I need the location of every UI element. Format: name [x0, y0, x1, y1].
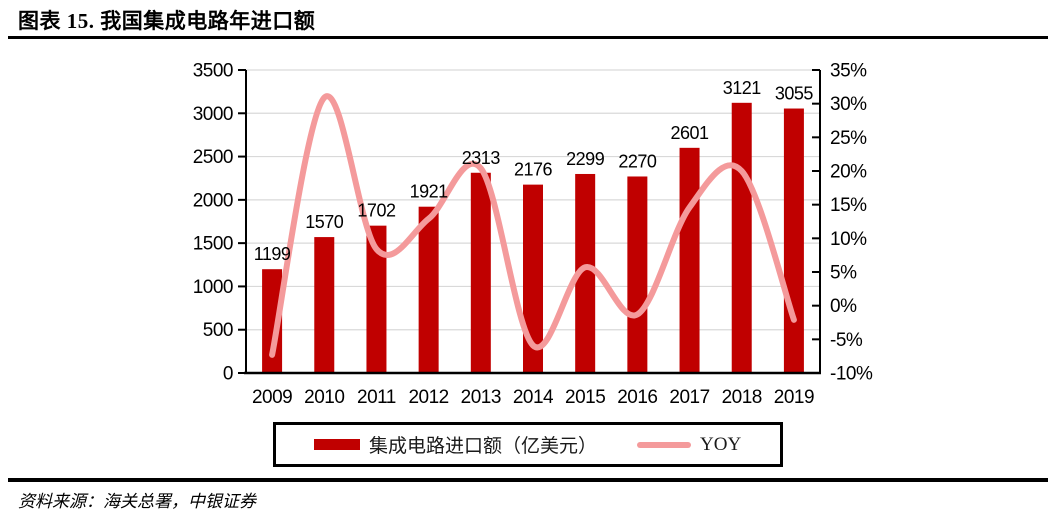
bar-series-label: 集成电路进口额（亿美元）	[369, 436, 598, 457]
bar-value-label: 2176	[514, 160, 553, 180]
right-axis-label: 0%	[830, 296, 857, 317]
bar-2016	[627, 176, 648, 373]
x-axis-label: 2018	[722, 387, 762, 408]
bar-series-swatch	[314, 439, 360, 450]
bar-2019	[783, 108, 804, 373]
bar-2014	[523, 184, 543, 373]
bar-2009	[262, 269, 283, 373]
figure-title: 图表 15. 我国集成电路年进口额	[18, 9, 316, 33]
x-axis-label: 2013	[461, 387, 501, 408]
bar-value-label: 1199	[254, 244, 291, 264]
bar-2012	[418, 206, 439, 373]
right-axis-label: 30%	[830, 94, 867, 115]
right-axis-label: 5%	[830, 263, 857, 284]
bar-value-label: 1921	[410, 182, 449, 202]
right-axis-label: 15%	[830, 195, 867, 216]
line-series-label: YOY	[700, 433, 742, 455]
title-rule	[8, 36, 1048, 39]
right-axis-label: 25%	[830, 128, 867, 149]
x-axis-label: 2015	[565, 387, 605, 408]
x-axis-label: 2014	[513, 387, 554, 408]
bar-value-label: 3121	[723, 78, 762, 98]
bar-2015	[575, 173, 596, 373]
x-axis-label: 2017	[669, 387, 709, 408]
x-axis-label: 2010	[304, 387, 344, 408]
bar-value-label: 1570	[305, 212, 344, 232]
bar-2011	[366, 225, 387, 373]
x-axis-label: 2009	[252, 387, 292, 408]
right-axis-label: 10%	[830, 229, 867, 250]
left-axis-label: 500	[203, 320, 233, 341]
left-axis-label: 0	[223, 364, 233, 385]
left-axis-label: 1500	[193, 234, 233, 255]
left-axis-label: 2000	[193, 190, 233, 211]
x-axis-label: 2012	[408, 387, 448, 408]
right-axis-label: -5%	[830, 330, 863, 351]
bar-value-label: 2313	[462, 148, 501, 168]
bar-2013	[470, 172, 491, 373]
right-axis-label: 35%	[830, 61, 867, 82]
bar-value-label: 3055	[775, 84, 814, 104]
left-axis-label: 1000	[193, 277, 233, 298]
left-axis-label: 3000	[193, 104, 233, 125]
left-axis-label: 3500	[193, 61, 233, 82]
line-series-swatch	[637, 441, 692, 448]
bar-value-label: 2299	[566, 149, 605, 169]
bar-2010	[314, 237, 335, 373]
bar-2018	[731, 102, 752, 373]
right-axis-label: -10%	[830, 364, 873, 385]
combo-chart: 0 500 1000 1500 2000 2500 3000 3500 -10% -5% 0% 5% 1…	[193, 61, 874, 409]
x-axis-label: 2016	[617, 387, 657, 408]
yoy-line	[269, 93, 797, 358]
x-axis-label: 2019	[774, 387, 814, 408]
source-note: 资料来源：海关总署，中银证券	[18, 492, 256, 511]
bar-value-label: 2270	[618, 151, 657, 171]
source-rule	[8, 478, 1048, 482]
bar-value-label: 1702	[357, 201, 396, 221]
bar-value-label: 2601	[671, 123, 710, 143]
bar-2017	[679, 147, 700, 373]
right-axis-label: 20%	[830, 162, 867, 183]
chart-legend: 集成电路进口额（亿美元） YOY	[273, 422, 783, 467]
left-axis-label: 2500	[193, 147, 233, 168]
x-axis-label: 2011	[357, 387, 396, 408]
